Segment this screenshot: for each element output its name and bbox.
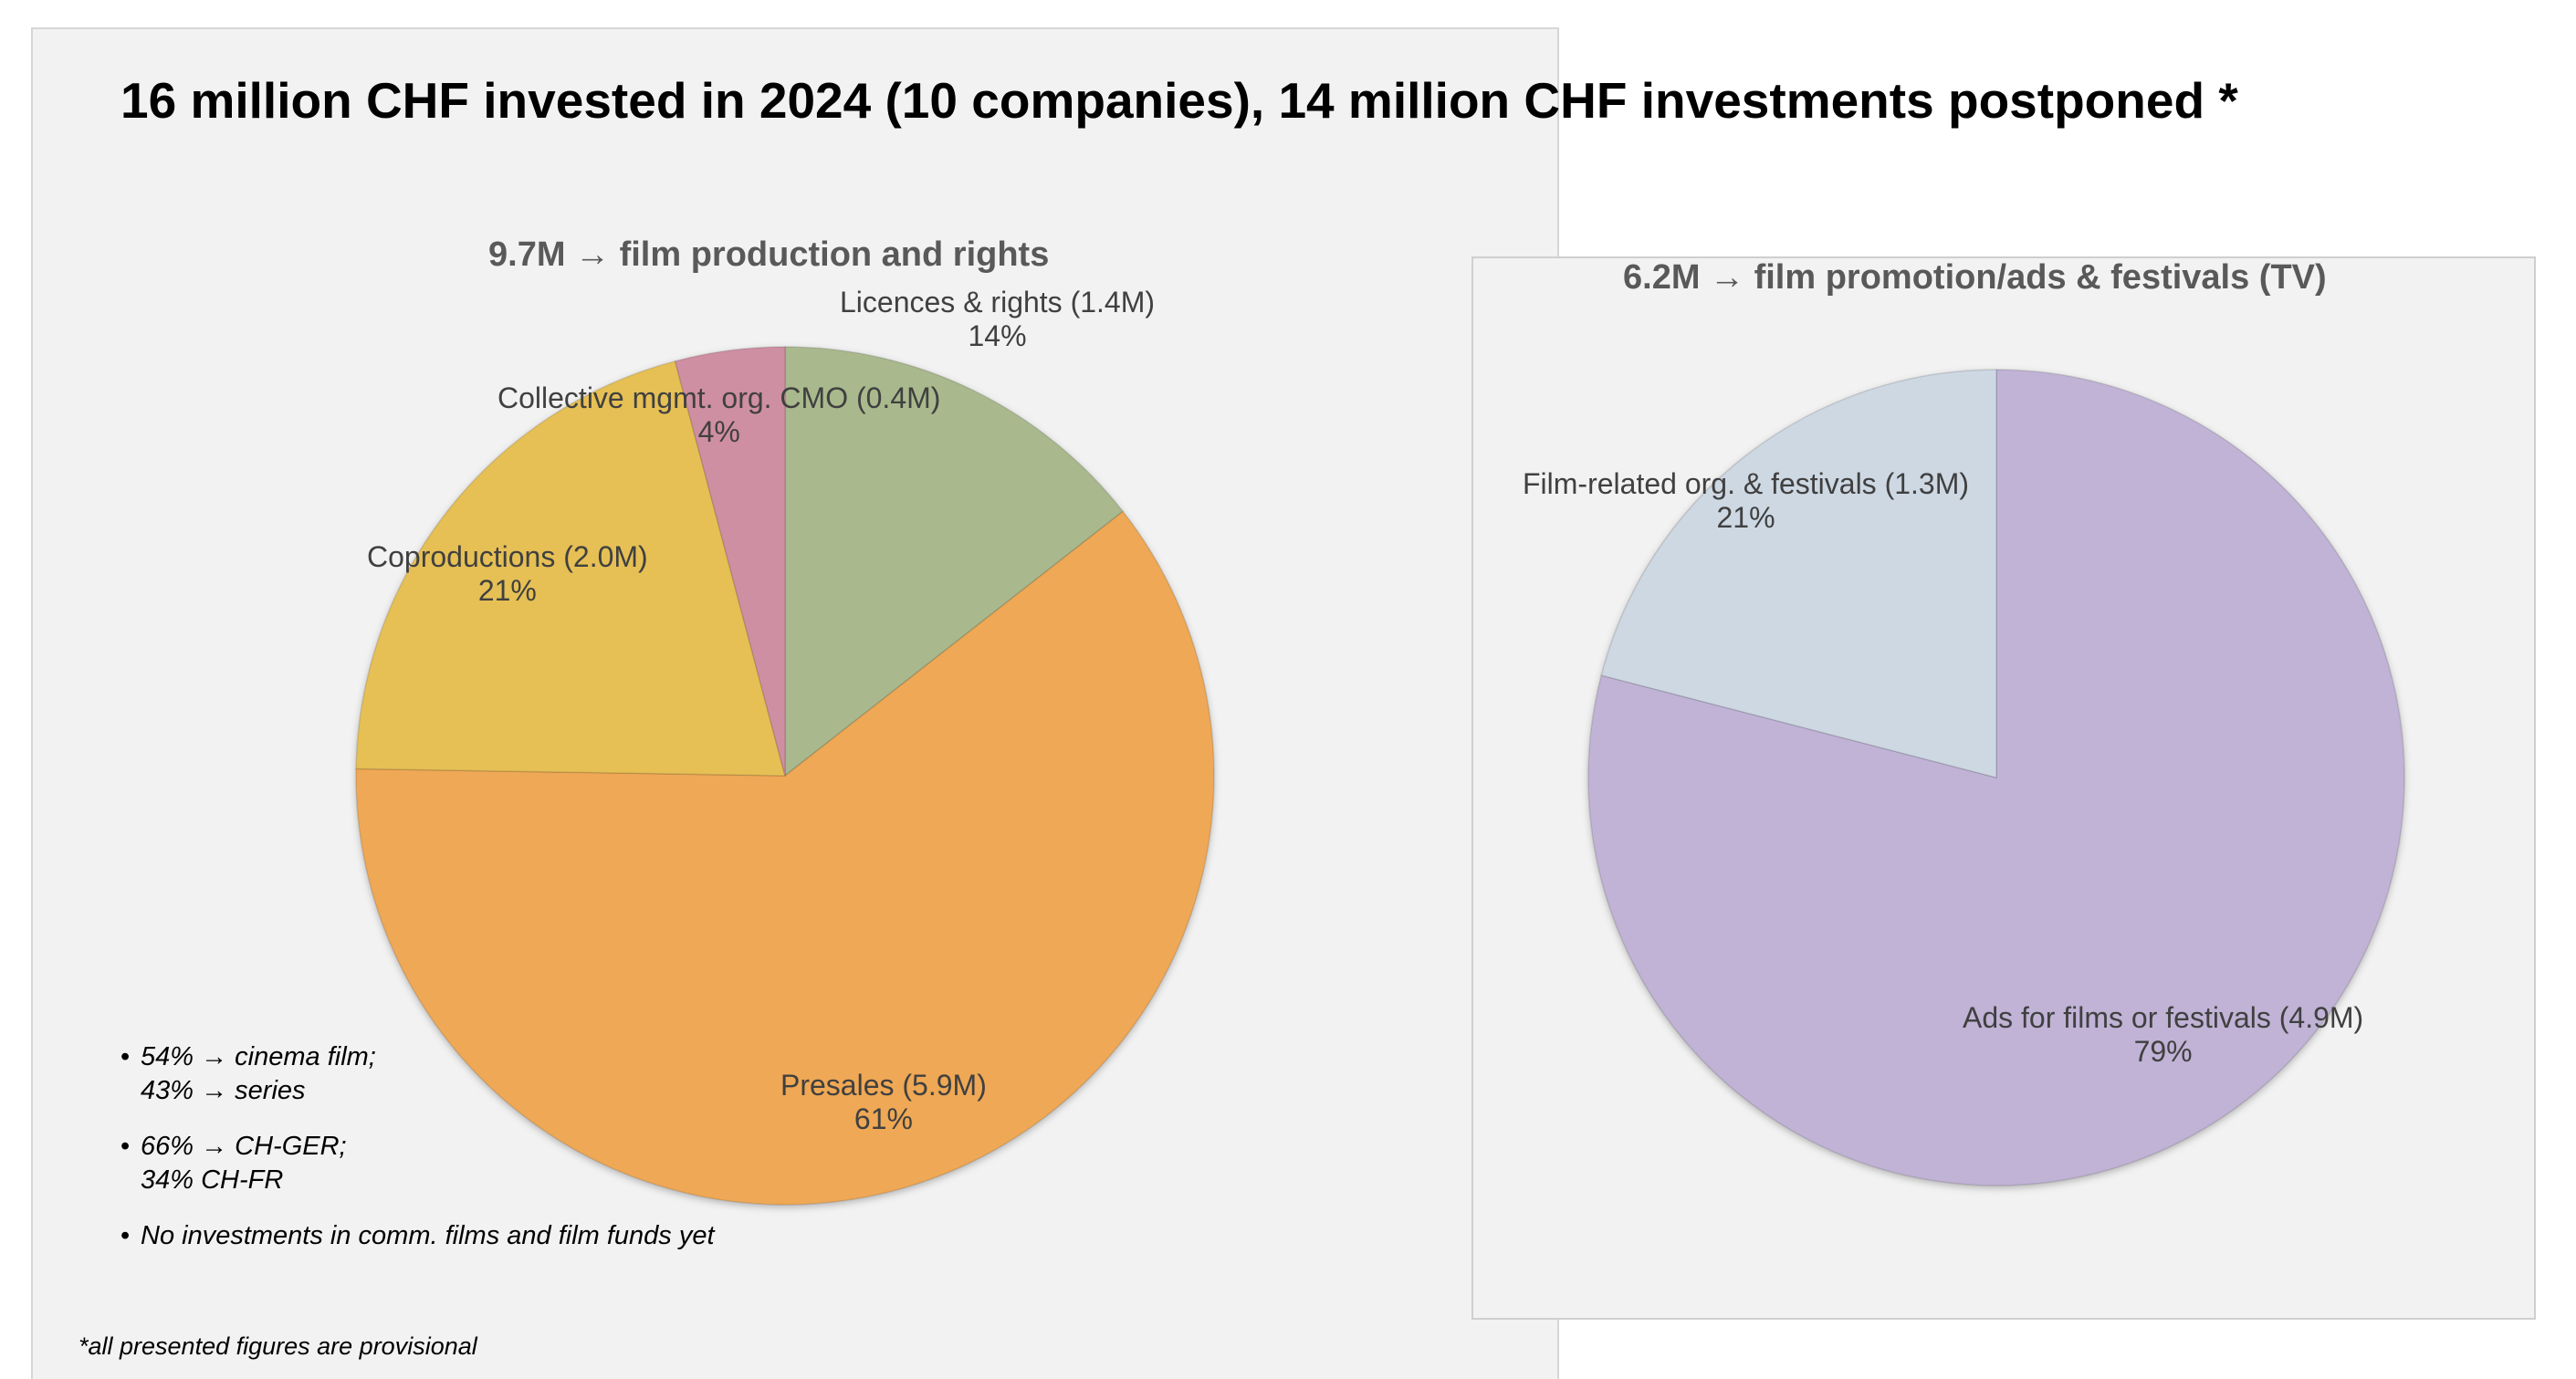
notes-list: 54% → cinema film; 43% → series 66% → CH… bbox=[117, 1040, 715, 1275]
note-item: No investments in comm. films and film f… bbox=[117, 1219, 715, 1253]
slice-label-cmo: Collective mgmt. org. CMO (0.4M) 4% bbox=[497, 381, 941, 448]
slice-label-presales: Presales (5.9M) 61% bbox=[780, 1069, 987, 1135]
pie-slice-0-0 bbox=[784, 346, 1125, 778]
footnote: *all presented figures are provisional bbox=[79, 1332, 477, 1360]
slice-label-licences: Licences & rights (1.4M) 14% bbox=[840, 286, 1156, 352]
pie-chart-production bbox=[355, 346, 1215, 1206]
slice-label-ads: Ads for films or festivals (4.9M) 79% bbox=[1963, 1001, 2364, 1068]
note-item: 66% → CH-GER; 34% CH-FR bbox=[117, 1130, 715, 1197]
chart-title-promotion: 6.2M → film promotion/ads & festivals (T… bbox=[1623, 258, 2327, 297]
chart-title-production: 9.7M → film production and rights bbox=[488, 235, 1050, 274]
slice-label-film-org: Film-related org. & festivals (1.3M) 21% bbox=[1523, 467, 1970, 534]
pie-chart-promotion bbox=[1587, 369, 2405, 1186]
pie-slice-0-2 bbox=[355, 360, 786, 777]
pie-slice-0-1 bbox=[355, 510, 1215, 1206]
pie-slice-0-3 bbox=[674, 346, 786, 777]
slice-label-coproductions: Coproductions (2.0M) 21% bbox=[367, 540, 648, 607]
pie-slice-1-1 bbox=[1600, 369, 1997, 778]
page-title: 16 million CHF invested in 2024 (10 comp… bbox=[120, 72, 2238, 129]
note-item: 54% → cinema film; 43% → series bbox=[117, 1040, 715, 1108]
